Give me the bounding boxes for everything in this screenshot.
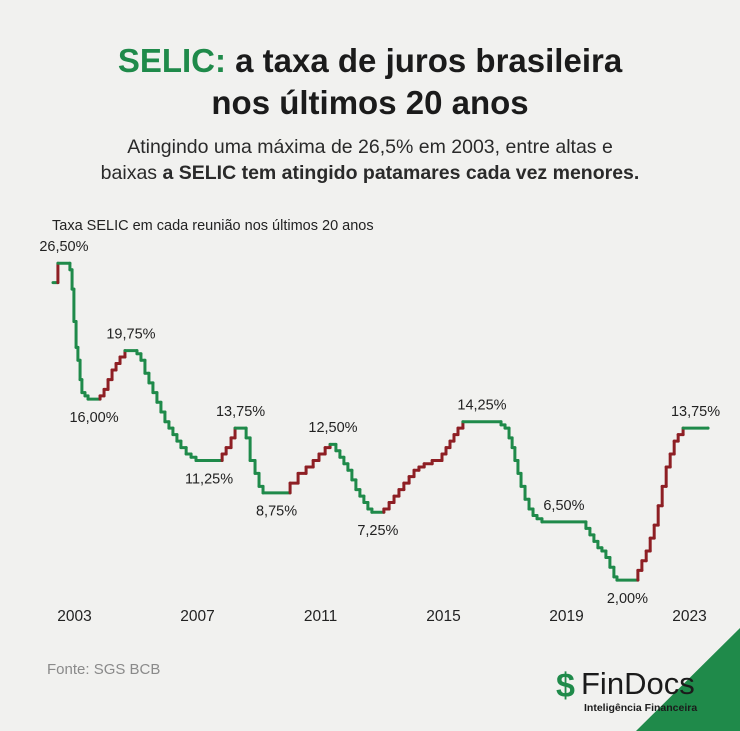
data-label: 13,75% xyxy=(671,404,720,420)
subtitle-text: baixas xyxy=(100,162,158,184)
corner-accent xyxy=(636,628,740,731)
data-label: 7,25% xyxy=(357,523,398,539)
title-text: a taxa de juros brasileira xyxy=(235,42,623,79)
data-label: 26,50% xyxy=(39,239,88,255)
title-highlight: SELIC: xyxy=(117,42,226,79)
data-label: 13,75% xyxy=(216,404,265,420)
data-label: 11,25% xyxy=(185,471,233,487)
subtitle-line: baixas a SELIC tem atingido patamares ca… xyxy=(0,162,740,185)
logo-icon: $ xyxy=(556,667,575,705)
data-label: 14,25% xyxy=(457,398,506,414)
x-tick-label: 2015 xyxy=(426,608,460,625)
data-label: 2,00% xyxy=(607,591,648,607)
data-label: 6,50% xyxy=(543,498,584,514)
x-tick-label: 2019 xyxy=(549,608,583,625)
data-label: 16,00% xyxy=(69,410,118,426)
data-label: 19,75% xyxy=(106,326,155,342)
title-line: SELIC: a taxa de juros brasileira xyxy=(0,42,740,80)
data-label: 8,75% xyxy=(256,504,297,520)
axis-label: Taxa SELIC em cada reunião nos últimos 2… xyxy=(52,218,374,234)
x-tick-label: 2007 xyxy=(180,608,214,625)
subtitle-bold: a SELIC tem atingido patamares cada vez … xyxy=(162,162,640,184)
title-line: nos últimos 20 anos xyxy=(211,84,529,121)
subtitle-line: Atingindo uma máxima de 26,5% em 2003, e… xyxy=(127,136,613,158)
brand-tagline: Inteligência Financeira xyxy=(584,702,697,714)
x-tick-label: 2011 xyxy=(304,608,337,625)
x-tick-label: 2023 xyxy=(672,608,706,625)
brand-name: FinDocs xyxy=(581,666,695,701)
data-label: 12,50% xyxy=(308,420,357,436)
x-tick-label: 2003 xyxy=(57,608,91,625)
source: Fonte: SGS BCB xyxy=(47,661,160,678)
